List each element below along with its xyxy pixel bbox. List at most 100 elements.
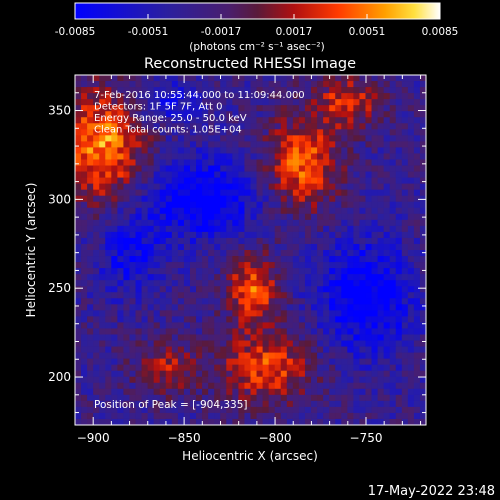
heatmap-cell — [141, 328, 149, 335]
heatmap-cell — [238, 129, 245, 136]
heatmap-cell — [389, 364, 397, 372]
heatmap-cell — [159, 388, 167, 396]
heatmap-cell — [93, 262, 100, 269]
heatmap-cell — [135, 280, 142, 287]
heatmap-cell — [159, 231, 167, 239]
heatmap-cell — [413, 159, 421, 166]
heatmap-cell — [129, 274, 136, 281]
heatmap-cell — [75, 310, 82, 317]
heatmap-cell — [220, 370, 227, 378]
heatmap-cell — [123, 153, 130, 160]
heatmap-cell — [147, 177, 155, 185]
heatmap-cell — [317, 280, 324, 287]
heatmap-cell — [383, 274, 391, 281]
heatmap-cell — [220, 105, 227, 112]
heatmap-cell — [105, 316, 112, 323]
heatmap-cell — [232, 262, 239, 269]
heatmap-cell — [395, 346, 403, 353]
heatmap-cell — [238, 304, 245, 311]
heatmap-cell — [274, 406, 282, 414]
heatmap-cell — [365, 189, 372, 197]
heatmap-cell — [81, 298, 88, 305]
heatmap-cell — [75, 352, 82, 360]
heatmap-cell — [105, 141, 112, 148]
heatmap-cell — [286, 141, 294, 148]
heatmap-cell — [280, 418, 288, 425]
heatmap-cell — [123, 346, 130, 353]
heatmap-cell — [365, 406, 372, 414]
heatmap-cell — [232, 322, 239, 329]
heatmap-cell — [395, 117, 403, 124]
heatmap-cell — [365, 195, 372, 203]
heatmap-cell — [292, 280, 300, 287]
heatmap-cell — [220, 334, 227, 341]
heatmap-cell — [280, 141, 288, 148]
heatmap-cell — [141, 292, 149, 299]
heatmap-cell — [183, 129, 191, 136]
heatmap-cell — [238, 237, 245, 245]
heatmap-cell — [365, 183, 372, 191]
heatmap-cell — [189, 105, 197, 112]
heatmap-cell — [196, 388, 203, 396]
heatmap-cell — [141, 304, 149, 311]
heatmap-cell — [238, 280, 245, 287]
heatmap-cell — [117, 141, 124, 148]
heatmap-cell — [383, 123, 391, 130]
heatmap-cell — [75, 111, 82, 118]
heatmap-cell — [87, 412, 94, 420]
heatmap-cell — [329, 268, 336, 275]
heatmap-cell — [329, 316, 336, 323]
heatmap-cell — [226, 292, 233, 299]
heatmap-cell — [129, 105, 136, 112]
heatmap-cell — [177, 286, 185, 293]
heatmap-cell — [189, 141, 197, 148]
heatmap-cell — [395, 388, 403, 396]
heatmap-cell — [244, 400, 251, 408]
heatmap-cell — [280, 334, 288, 341]
heatmap-cell — [371, 370, 378, 378]
heatmap-cell — [395, 280, 403, 287]
heatmap-cell — [141, 93, 149, 100]
heatmap-cell — [274, 189, 282, 197]
heatmap-cell — [341, 418, 348, 425]
heatmap-cell — [377, 153, 385, 160]
heatmap-cell — [323, 165, 330, 172]
heatmap-cell — [105, 418, 112, 425]
heatmap-cell — [335, 310, 342, 317]
heatmap-cell — [407, 129, 415, 136]
heatmap-cell — [298, 268, 306, 275]
heatmap-cell — [317, 346, 324, 353]
heatmap-cell — [262, 418, 270, 425]
heatmap-cell — [401, 219, 409, 227]
heatmap-cell — [262, 123, 270, 130]
heatmap-cell — [280, 231, 288, 239]
heatmap-cell — [371, 183, 378, 191]
heatmap-cell — [117, 286, 124, 293]
heatmap-cell — [353, 352, 360, 360]
heatmap-cell — [129, 328, 136, 335]
heatmap-cell — [147, 207, 155, 215]
heatmap-cell — [141, 111, 149, 118]
heatmap-cell — [413, 328, 421, 335]
heatmap-cell — [359, 406, 366, 414]
heatmap-cell — [395, 75, 403, 82]
heatmap-cell — [383, 382, 391, 390]
heatmap-cell — [401, 189, 409, 197]
heatmap-cell — [317, 400, 324, 408]
heatmap-cell — [371, 322, 378, 329]
heatmap-cell — [256, 171, 263, 178]
heatmap-cell — [244, 129, 251, 136]
heatmap-cell — [250, 213, 257, 221]
heatmap-cell — [359, 364, 366, 372]
heatmap-cell — [317, 256, 324, 263]
heatmap-cell — [99, 340, 106, 347]
heatmap-cell — [353, 141, 360, 148]
heatmap-cell — [183, 117, 191, 124]
heatmap-cell — [407, 207, 415, 215]
heatmap-cell — [141, 310, 149, 317]
heatmap-cell — [87, 340, 94, 347]
heatmap-cell — [244, 237, 251, 245]
heatmap-cell — [165, 99, 173, 106]
heatmap-cell — [383, 358, 391, 366]
heatmap-cell — [274, 105, 282, 112]
